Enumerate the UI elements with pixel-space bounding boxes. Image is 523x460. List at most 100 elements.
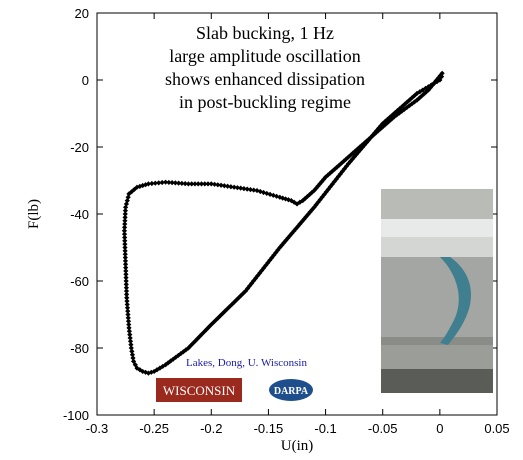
data-point <box>406 103 412 109</box>
data-point <box>287 233 293 239</box>
data-point <box>234 185 241 191</box>
data-point <box>297 199 303 205</box>
data-point <box>305 211 311 217</box>
data-point <box>404 104 410 111</box>
data-point <box>289 230 295 236</box>
data-point <box>273 250 279 256</box>
data-point <box>126 328 132 334</box>
data-point <box>148 369 154 375</box>
annotation-block: Slab bucking, 1 Hz large amplitude oscil… <box>165 23 365 112</box>
data-point <box>423 89 429 95</box>
data-point <box>123 268 129 274</box>
data-point <box>121 231 128 237</box>
data-point <box>283 237 289 244</box>
data-point <box>361 142 368 148</box>
y-axis-ticks: -100 -80 -60 -40 -20 0 20 <box>63 6 497 423</box>
data-point <box>306 191 313 198</box>
data-point <box>338 160 345 166</box>
annotation-line-2: large amplitude oscillation <box>169 46 361 66</box>
x-tick-label: 0 <box>436 421 443 436</box>
x-axis-title: U(in) <box>281 438 314 454</box>
data-point <box>123 265 129 271</box>
data-point <box>124 305 131 311</box>
wisconsin-logo: WISCONSIN <box>156 378 242 402</box>
data-point <box>421 91 427 97</box>
data-point <box>359 144 366 150</box>
data-point <box>411 99 418 105</box>
data-point <box>134 365 140 371</box>
data-point <box>188 343 194 349</box>
data-point <box>165 360 171 366</box>
data-point <box>154 367 160 373</box>
annotation-line-3: shows enhanced dissipation <box>165 69 365 89</box>
data-point <box>129 352 136 358</box>
data-point <box>397 105 403 112</box>
data-point <box>267 257 273 263</box>
y-tick-label: -20 <box>70 140 89 155</box>
annotation-line-4: in post-buckling regime <box>179 92 351 112</box>
data-point <box>327 184 333 190</box>
data-point <box>159 179 165 186</box>
data-point <box>172 180 178 186</box>
x-tick-label: -0.15 <box>254 421 284 436</box>
data-point <box>197 333 203 339</box>
data-point <box>389 116 395 122</box>
data-point <box>124 295 130 301</box>
data-point <box>281 240 287 246</box>
data-point <box>251 278 257 284</box>
data-point <box>127 332 133 338</box>
data-point <box>122 214 128 220</box>
data-point <box>225 183 231 189</box>
data-point <box>221 183 227 189</box>
y-tick-label: 20 <box>75 6 89 21</box>
data-point <box>321 191 327 198</box>
data-point <box>123 201 130 207</box>
x-tick-label: -0.2 <box>200 421 222 436</box>
data-point <box>378 123 384 129</box>
x-tick-label: -0.3 <box>86 421 108 436</box>
data-point <box>249 280 255 286</box>
data-point <box>228 184 234 190</box>
data-point <box>125 311 131 318</box>
data-point <box>317 181 323 187</box>
data-point <box>372 130 378 136</box>
data-point <box>122 211 128 217</box>
data-point <box>438 74 445 80</box>
data-point <box>122 248 128 254</box>
data-point <box>198 181 205 187</box>
data-point <box>404 99 410 105</box>
data-point <box>122 208 129 214</box>
data-point <box>122 258 129 264</box>
data-point <box>122 254 128 261</box>
x-axis-ticks: -0.3 -0.25 -0.2 -0.15 -0.1 -0.05 0 0.05 <box>86 13 510 436</box>
data-point <box>121 224 128 230</box>
data-point <box>261 265 267 271</box>
data-point <box>422 85 429 91</box>
data-point <box>315 183 321 189</box>
y-tick-label: -100 <box>63 408 89 423</box>
data-point <box>156 180 162 186</box>
data-point <box>129 348 135 354</box>
data-point <box>311 204 317 210</box>
data-point <box>238 185 244 191</box>
data-point <box>122 241 128 247</box>
data-point <box>213 317 219 323</box>
data-point <box>399 103 405 109</box>
data-point <box>123 278 129 284</box>
data-point <box>282 196 289 202</box>
x-tick-label: -0.25 <box>139 421 169 436</box>
data-point <box>124 298 130 304</box>
data-point <box>124 301 130 308</box>
data-point <box>391 114 397 120</box>
data-point <box>299 218 305 225</box>
data-point <box>122 234 128 241</box>
data-point <box>123 281 129 287</box>
data-point <box>322 174 329 180</box>
data-point <box>122 251 128 257</box>
data-point <box>355 149 362 155</box>
svg-text:WISCONSIN: WISCONSIN <box>163 383 236 398</box>
data-point <box>122 261 129 267</box>
data-point <box>323 189 329 195</box>
data-point <box>149 180 155 187</box>
